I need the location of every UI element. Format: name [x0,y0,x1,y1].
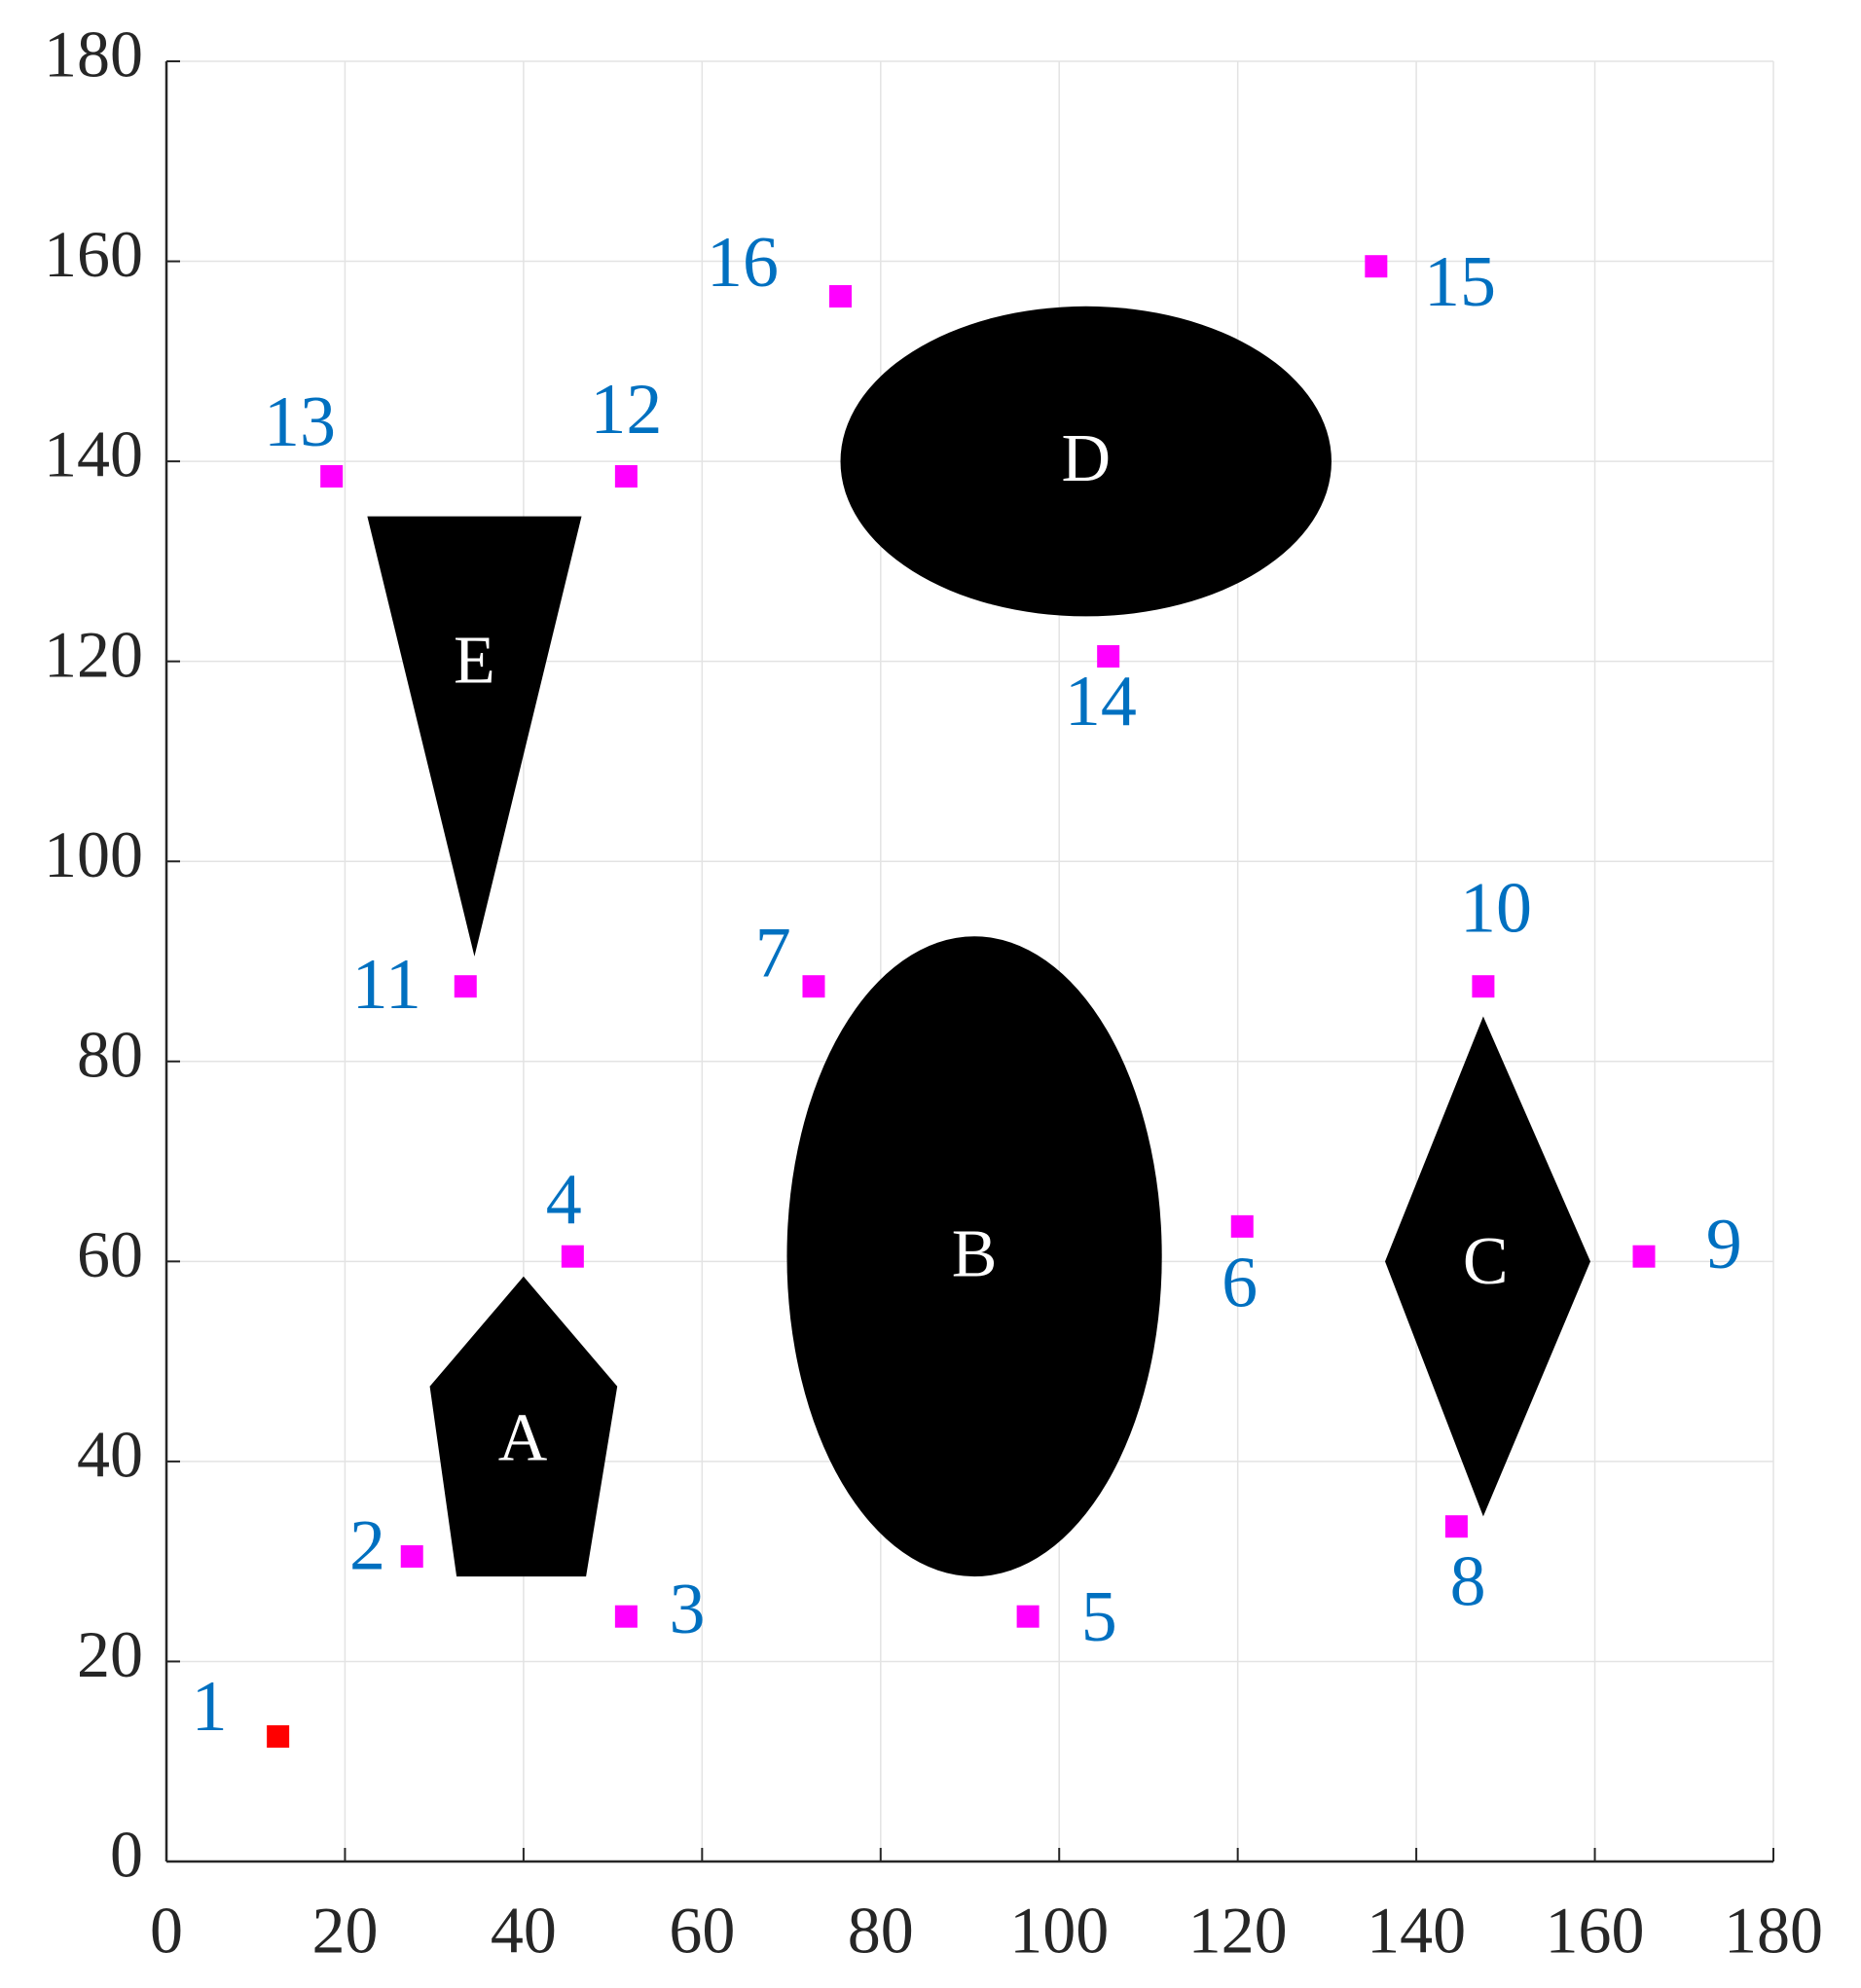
x-tick-label: 160 [1546,1894,1645,1968]
obstacle-label: C [1463,1224,1509,1299]
y-tick-label: 120 [44,617,143,691]
waypoint [614,1605,638,1628]
waypoint [267,1725,290,1749]
y-tick-label: 100 [44,817,143,891]
waypoint [320,465,344,488]
waypoint-label: 1 [192,1667,228,1747]
obstacle-label: A [498,1400,548,1475]
obstacle-label: E [454,623,495,698]
waypoint-label: 6 [1222,1244,1258,1323]
x-tick-label: 80 [848,1894,914,1968]
x-tick-label: 140 [1367,1894,1466,1968]
waypoint-label: 13 [264,382,336,462]
waypoint-label: 9 [1706,1205,1742,1284]
waypoint [802,975,825,998]
waypoint [1444,1515,1468,1538]
waypoint [1472,975,1495,998]
x-tick-label: 60 [669,1894,735,1968]
waypoint [454,975,477,998]
waypoint-label: 12 [590,370,662,450]
obstacle [367,516,582,957]
waypoint-label: 15 [1424,242,1496,322]
waypoint-label: 7 [755,913,791,993]
obstacle-label: B [952,1216,998,1291]
y-tick-label: 0 [110,1818,143,1892]
obstacle [429,1276,618,1577]
y-tick-label: 80 [77,1017,143,1091]
waypoint-label: 14 [1065,662,1137,741]
x-tick-label: 40 [491,1894,557,1968]
waypoint-label: 11 [352,945,421,1025]
x-tick-label: 120 [1188,1894,1288,1968]
x-tick-label: 20 [311,1894,378,1968]
waypoint-label: 2 [349,1506,385,1586]
waypoint-label: 16 [707,223,779,303]
waypoint [1097,645,1120,669]
waypoint [614,465,638,488]
x-tick-label: 0 [150,1894,183,1968]
waypoint [829,285,853,308]
obstacle [786,936,1162,1577]
y-tick-label: 180 [44,18,143,91]
waypoint [1365,255,1388,278]
waypoint-label: 3 [670,1570,706,1649]
waypoint-label: 10 [1460,869,1532,949]
y-tick-label: 160 [44,217,143,291]
waypoint [1632,1245,1656,1268]
y-tick-label: 140 [44,417,143,491]
waypoint-label: 4 [546,1160,582,1240]
obstacle [840,306,1332,617]
x-tick-label: 100 [1009,1894,1109,1968]
x-tick-label: 180 [1724,1894,1823,1968]
waypoint-label: 8 [1450,1542,1486,1622]
waypoint [561,1245,584,1268]
waypoint [1230,1214,1254,1238]
waypoint [1016,1605,1040,1628]
obstacle [1385,1016,1590,1517]
y-tick-label: 60 [77,1217,143,1291]
obstacle-label: D [1061,421,1111,496]
y-tick-label: 40 [77,1417,143,1491]
waypoint [400,1545,423,1569]
y-tick-label: 20 [77,1617,143,1691]
waypoint-label: 5 [1081,1577,1117,1657]
